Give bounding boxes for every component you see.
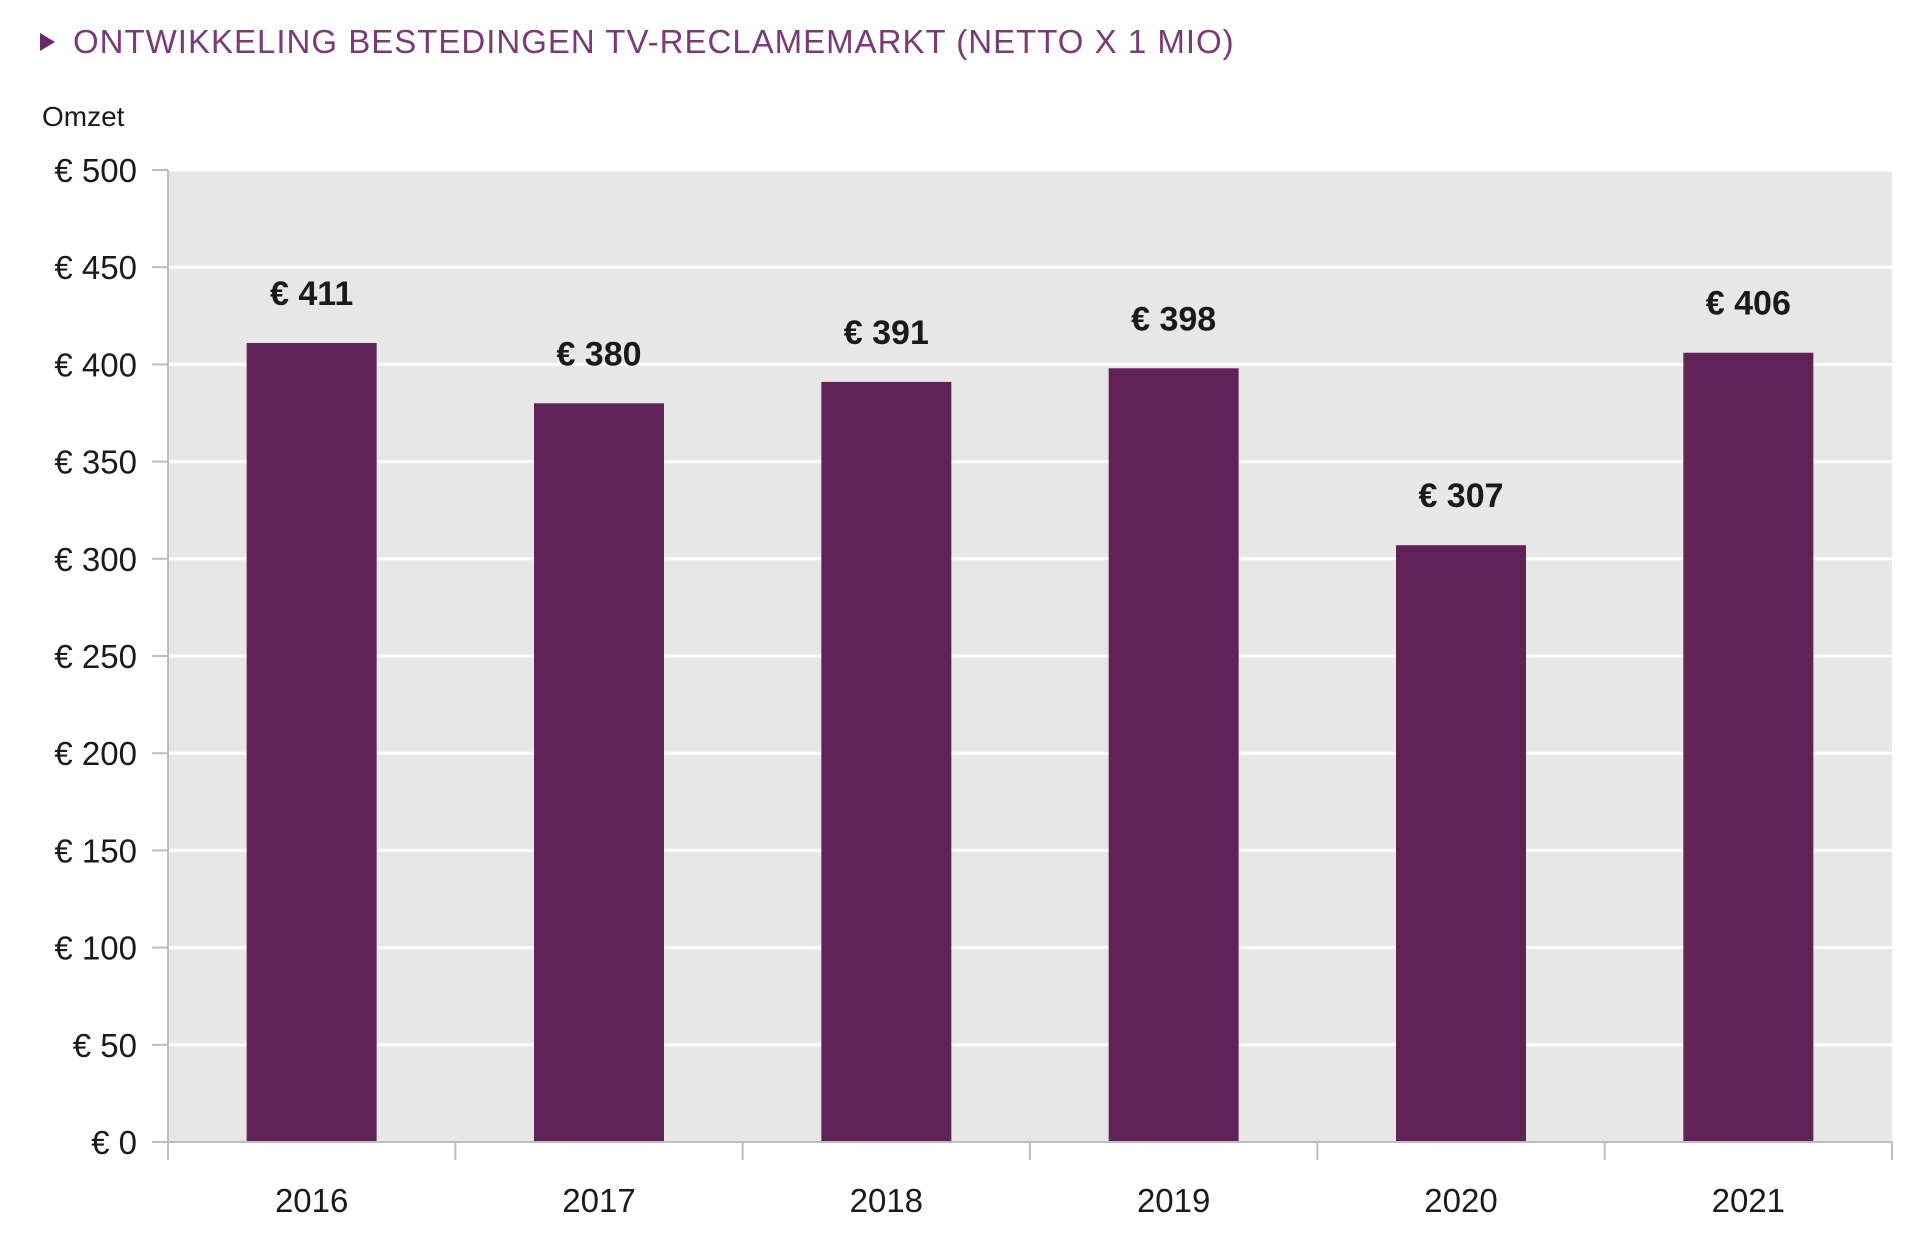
y-tick-label: € 0 xyxy=(91,1124,137,1161)
data-label: € 398 xyxy=(1131,300,1216,338)
bar xyxy=(1683,352,1814,1143)
y-tick-label: € 300 xyxy=(54,541,137,578)
bar xyxy=(821,381,952,1142)
bar xyxy=(1396,545,1526,1142)
y-tick-label: € 400 xyxy=(54,346,137,383)
x-tick-label: 2021 xyxy=(1712,1182,1785,1219)
y-tick-label: € 250 xyxy=(54,638,137,675)
data-label: € 380 xyxy=(556,335,641,373)
y-tick-label: € 50 xyxy=(73,1027,137,1064)
y-tick-label: € 500 xyxy=(54,152,137,189)
axes xyxy=(152,169,1893,1160)
x-tick-label: 2016 xyxy=(275,1182,348,1219)
y-tick-label: € 350 xyxy=(54,444,137,481)
x-tick-label: 2020 xyxy=(1424,1182,1497,1219)
bar xyxy=(246,343,377,1142)
data-label: € 406 xyxy=(1706,285,1791,323)
x-tick-label: 2017 xyxy=(562,1182,635,1219)
data-label: € 411 xyxy=(270,275,353,313)
data-label: € 307 xyxy=(1418,477,1503,515)
bars xyxy=(246,343,1814,1143)
y-tick-label: € 100 xyxy=(54,930,137,967)
x-tick-label: 2018 xyxy=(850,1182,923,1219)
x-tick-label: 2019 xyxy=(1137,1182,1210,1219)
chart-title-text: ONTWIKKELING BESTEDINGEN TV-RECLAMEMARKT… xyxy=(73,23,1235,60)
triangle-bullet-icon xyxy=(40,33,55,51)
chart-title: ONTWIKKELING BESTEDINGEN TV-RECLAMEMARKT… xyxy=(40,22,1235,62)
y-axis-title: Omzet xyxy=(42,101,125,132)
labels: Omzet € 0 € 50 € 100 € 150 € 200 € 250 € 300 € 3… xyxy=(42,101,1791,1219)
y-tick-label: € 150 xyxy=(54,832,137,869)
bar xyxy=(1108,368,1239,1143)
y-tick-label: € 200 xyxy=(54,735,137,772)
data-label: € 391 xyxy=(844,314,929,352)
gridlines xyxy=(168,168,1892,1047)
y-tick-label: € 450 xyxy=(54,249,137,286)
bar xyxy=(534,403,664,1142)
